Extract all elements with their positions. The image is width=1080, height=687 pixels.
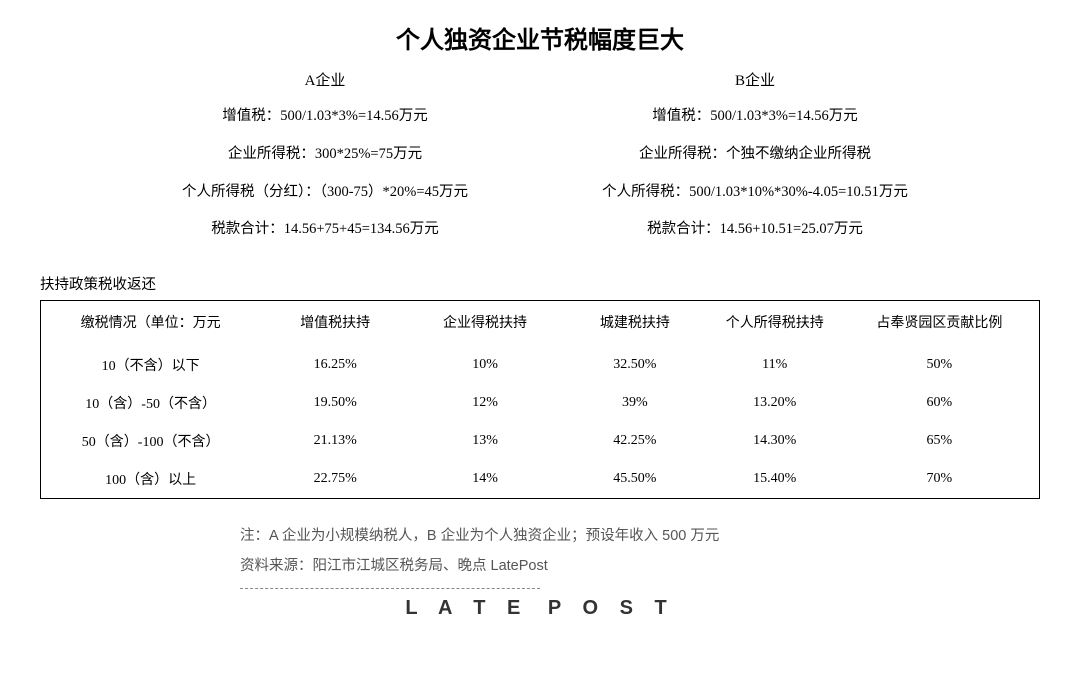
table-row: 50（含）-100（不含）21.13%13%42.25%14.30%65% [41,422,1040,460]
table-cell: 12% [410,384,560,422]
table-cell: 39% [560,384,710,422]
table-header-row: 缴税情况（单位：万元 增值税扶持 企业得税扶持 城建税扶持 个人所得税扶持 占奉… [41,301,1040,347]
note-line-2: 资料来源：阳江市江城区税务局、晚点 LatePost [240,551,1040,581]
table-cell: 70% [840,460,1040,499]
col-header-1: 增值税扶持 [260,301,410,347]
table-cell: 16.25% [260,346,410,384]
notes-block: 注：A 企业为小规模纳税人，B 企业为个人独资企业；预设年收入 500 万元 资… [240,521,1040,582]
table-cell: 22.75% [260,460,410,499]
table-cell: 10% [410,346,560,384]
company-b-line-3: 税款合计：14.56+10.51=25.07万元 [560,219,950,241]
table-cell: 13.20% [710,384,840,422]
table-cell: 42.25% [560,422,710,460]
page-title: 个人独资企业节税幅度巨大 [40,20,1040,55]
company-a-line-0: 增值税：500/1.03*3%=14.56万元 [130,106,520,128]
table-cell: 21.13% [260,422,410,460]
company-a-name: A企业 [130,69,520,90]
table-cell: 10（不含）以下 [41,346,261,384]
dashed-divider [240,588,540,589]
table-cell: 60% [840,384,1040,422]
company-a-line-2: 个人所得税（分红）：（300-75）*20%=45万元 [130,182,520,204]
comparison-block: A企业 增值税：500/1.03*3%=14.56万元 企业所得税：300*25… [40,69,1040,257]
col-header-2: 企业得税扶持 [410,301,560,347]
table-cell: 14.30% [710,422,840,460]
table-cell: 100（含）以上 [41,460,261,499]
col-header-3: 城建税扶持 [560,301,710,347]
company-b-line-0: 增值税：500/1.03*3%=14.56万元 [560,106,950,128]
col-header-4: 个人所得税扶持 [710,301,840,347]
table-cell: 13% [410,422,560,460]
table-cell: 45.50% [560,460,710,499]
company-a-column: A企业 增值税：500/1.03*3%=14.56万元 企业所得税：300*25… [130,69,520,257]
table-cell: 50% [840,346,1040,384]
brand-logo: L A T E P O S T [40,597,1040,620]
company-a-line-3: 税款合计：14.56+75+45=134.56万元 [130,219,520,241]
table-cell: 11% [710,346,840,384]
company-a-line-1: 企业所得税：300*25%=75万元 [130,144,520,166]
table-cell: 65% [840,422,1040,460]
table-cell: 19.50% [260,384,410,422]
company-b-column: B企业 增值税：500/1.03*3%=14.56万元 企业所得税：个独不缴纳企… [560,69,950,257]
policy-table: 缴税情况（单位：万元 增值税扶持 企业得税扶持 城建税扶持 个人所得税扶持 占奉… [40,300,1040,499]
company-b-line-2: 个人所得税：500/1.03*10%*30%-4.05=10.51万元 [560,182,950,204]
col-header-0: 缴税情况（单位：万元 [41,301,261,347]
company-b-name: B企业 [560,69,950,90]
table-cell: 32.50% [560,346,710,384]
note-line-1: 注：A 企业为小规模纳税人，B 企业为个人独资企业；预设年收入 500 万元 [240,521,1040,551]
table-cell: 14% [410,460,560,499]
table-cell: 50（含）-100（不含） [41,422,261,460]
table-row: 100（含）以上22.75%14%45.50%15.40%70% [41,460,1040,499]
policy-section-label: 扶持政策税收返还 [40,273,1040,294]
table-row: 10（含）-50（不含）19.50%12%39%13.20%60% [41,384,1040,422]
table-cell: 15.40% [710,460,840,499]
table-row: 10（不含）以下16.25%10%32.50%11%50% [41,346,1040,384]
company-b-line-1: 企业所得税：个独不缴纳企业所得税 [560,144,950,166]
table-cell: 10（含）-50（不含） [41,384,261,422]
table-body: 10（不含）以下16.25%10%32.50%11%50%10（含）-50（不含… [41,346,1040,499]
col-header-5: 占奉贤园区贡献比例 [840,301,1040,347]
